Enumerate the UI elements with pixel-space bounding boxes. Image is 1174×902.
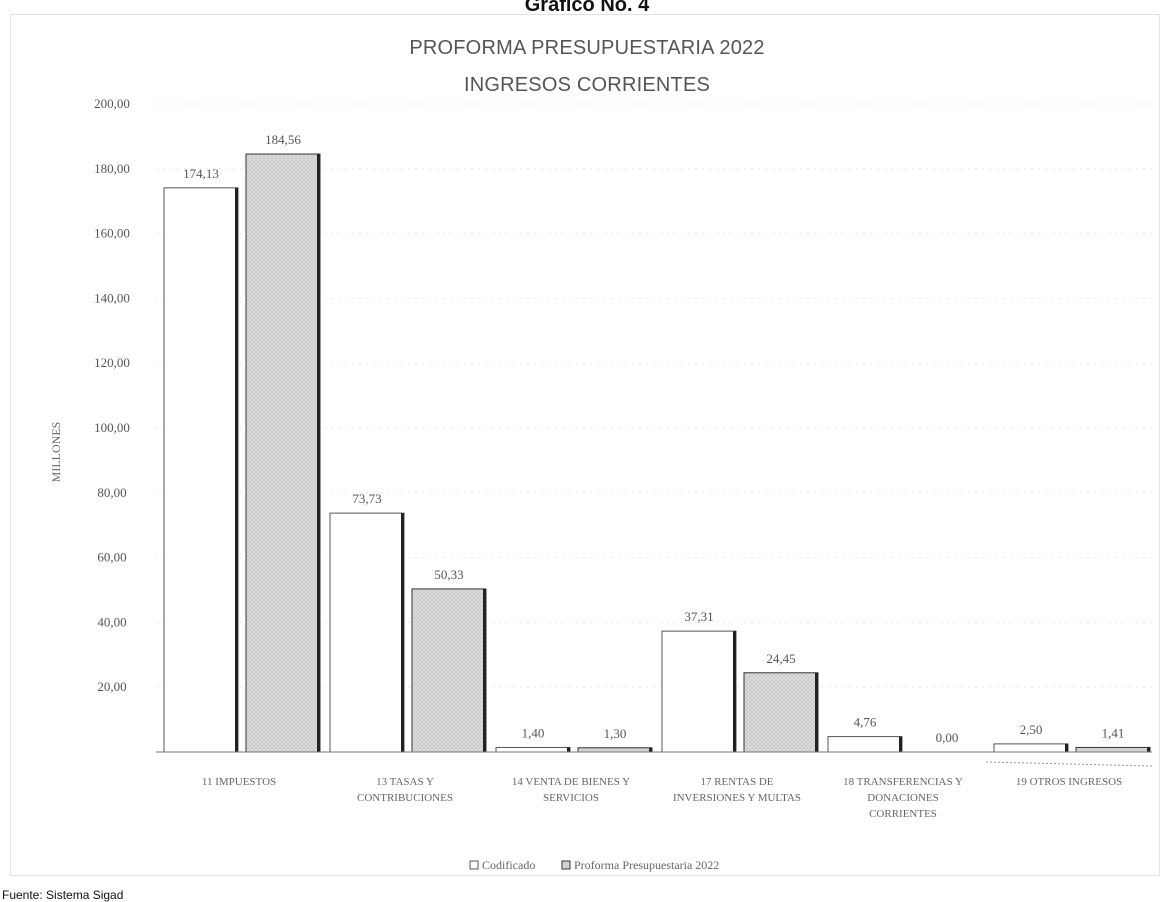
bar-codificado [163, 187, 239, 753]
y-axis-tick-labels: 20,00 40,00 60,00 80,00 100,00 120,00 140,00 16… [94, 96, 130, 694]
bar-codificado [993, 743, 1069, 753]
y-tick-label: 80,00 [97, 485, 126, 500]
category-label: CORRIENTES [869, 808, 937, 820]
bar-codificado [495, 746, 571, 753]
data-label-proforma: 184,56 [265, 132, 301, 147]
bar-shadow-edge [899, 736, 902, 752]
data-label-proforma: 24,45 [766, 651, 795, 666]
y-axis-label: MILLONES [49, 422, 63, 483]
bar-proforma [1075, 746, 1151, 753]
legend-label-codificado: Codificado [482, 858, 535, 872]
y-tick-label: 200,00 [94, 96, 130, 111]
data-label-codificado: 174,13 [183, 166, 219, 181]
y-tick-label: 60,00 [97, 550, 126, 565]
bar-shadow-edge [649, 747, 652, 752]
chart-title: PROFORMA PRESUPUESTARIA 2022 [409, 37, 765, 59]
chart-subtitle: INGRESOS CORRIENTES [463, 74, 711, 96]
bar-codificado [661, 630, 737, 753]
bar-shadow-edge [1147, 747, 1150, 752]
legend-swatch-codificado [469, 860, 479, 870]
bar-proforma [577, 747, 653, 753]
category-label: CONTRIBUCIONES [357, 792, 453, 804]
bar-proforma [743, 672, 819, 753]
category-label: 19 OTROS INGRESOS [1016, 776, 1122, 788]
data-label-codificado: 73,73 [352, 491, 381, 506]
bar-shadow-edge [567, 747, 570, 752]
bar-shadow-edge [235, 187, 238, 753]
legend-label-proforma: Proforma Presupuestaria 2022 [574, 858, 719, 872]
category-label: 13 TASAS Y [376, 776, 434, 788]
bar-shadow-edge [1065, 743, 1068, 752]
data-labels: 174,13 184,56 73,73 50,33 1,40 1,30 37,31 24,45… [183, 132, 1124, 745]
category-label: 18 TRANSFERENCIAS Y [843, 776, 963, 788]
category-label: SERVICIOS [543, 792, 599, 804]
data-label-codificado: 2,50 [1020, 722, 1043, 737]
graph-heading: Grafico No. 4 [524, 0, 650, 16]
data-label-codificado: 4,76 [854, 715, 877, 730]
y-tick-label: 40,00 [97, 614, 126, 629]
bar-proforma [411, 588, 487, 753]
category-label: DONACIONES [867, 792, 939, 804]
bar-proforma [245, 153, 321, 753]
y-tick-label: 180,00 [94, 161, 130, 176]
data-label-proforma: 50,33 [434, 567, 463, 582]
data-label-proforma: 1,41 [1102, 725, 1125, 740]
y-tick-label: 20,00 [97, 679, 126, 694]
bar-shadow-edge [401, 513, 404, 752]
grid-lines [156, 103, 1152, 688]
bar-shadow-edge [317, 154, 320, 752]
y-tick-label: 160,00 [94, 226, 130, 241]
x-axis-category-labels: 11 IMPUESTOS 13 TASAS Y CONTRIBUCIONES 14 V… [202, 776, 1122, 820]
legend-swatch-proforma [561, 860, 571, 870]
category-label: INVERSIONES Y MULTAS [673, 792, 801, 804]
bar-shadow-edge [815, 672, 818, 752]
bar-series [163, 153, 1151, 753]
data-label-proforma: 1,30 [604, 726, 627, 741]
data-label-proforma: 0,00 [936, 730, 959, 745]
category-label: 14 VENTA DE BIENES Y [512, 776, 630, 788]
data-label-codificado: 1,40 [522, 725, 545, 740]
bar-shadow-edge [733, 631, 736, 752]
y-tick-label: 100,00 [94, 420, 130, 435]
y-tick-label: 120,00 [94, 355, 130, 370]
bar-codificado [827, 736, 903, 753]
y-tick-label: 140,00 [94, 290, 130, 305]
category-label: 11 IMPUESTOS [202, 776, 276, 788]
source-note: Fuente: Sistema Sigad [2, 888, 124, 902]
bar-shadow-edge [483, 588, 486, 752]
bar-codificado [329, 512, 405, 753]
legend: Codificado Proforma Presupuestaria 2022 [469, 858, 719, 872]
chart-frame [10, 14, 1160, 876]
category-label: 17 RENTAS DE [700, 776, 773, 788]
data-label-codificado: 37,31 [684, 609, 713, 624]
x-axis-dotted-segment [985, 761, 1153, 767]
